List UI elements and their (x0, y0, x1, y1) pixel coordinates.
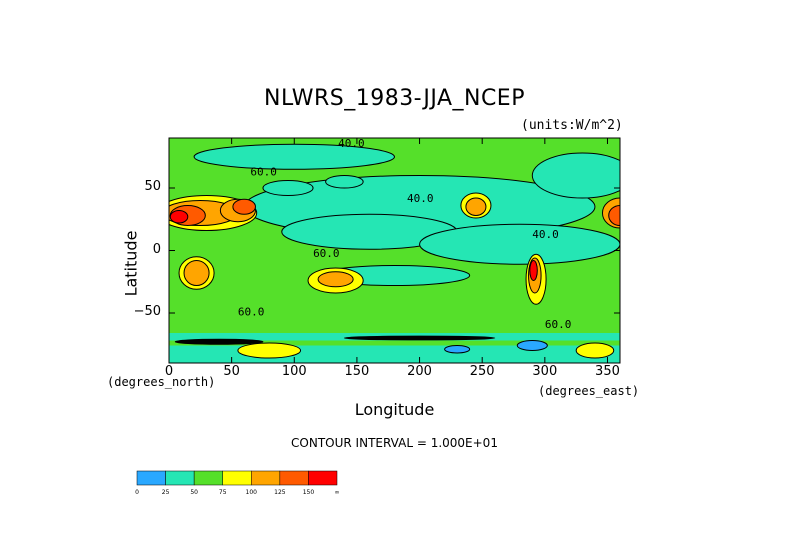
y-tick-label: 50 (144, 179, 161, 194)
colorbar-label: 25 (162, 489, 170, 496)
colorbar-swatch (251, 470, 281, 486)
sw-namerica-orange (465, 197, 487, 216)
units-label: (units:W/m^2) (521, 118, 623, 133)
cyan-band-equatorial-east (419, 223, 620, 265)
x-tick-label: 300 (532, 364, 558, 379)
contour-label: 60.0 (238, 306, 265, 319)
contour-label: 60.0 (250, 166, 276, 179)
colorbar-label: 50 (190, 489, 198, 496)
colorbar-label: 100 (246, 489, 258, 496)
cyan-band-arctic (193, 143, 395, 170)
cyan-band-north-atlantic (531, 152, 620, 199)
field-layer: 40.0 60.0 40.0 60.0 60.0 60.0 40.0 (169, 137, 620, 363)
antarctic-dense-contours-1 (174, 338, 264, 345)
colorbar-label: 150 (303, 489, 315, 496)
contour-label: 60.0 (545, 318, 572, 331)
antarctic-blue-2 (444, 345, 471, 354)
safrica-orange (183, 260, 210, 286)
y-tick-label: −50 (133, 304, 161, 319)
antarctic-dense-contours-2 (343, 335, 496, 341)
colorbar-swatch (193, 470, 223, 486)
colorbar-swatch (279, 470, 309, 486)
y-units-label: (degrees_east) (538, 384, 640, 398)
sahara-red (169, 210, 189, 224)
australia-orange (317, 271, 354, 288)
x-tick-label: 250 (469, 364, 495, 379)
antarctic-yellow-1 (237, 342, 302, 359)
colorbar-label: ∞ (335, 489, 340, 496)
colorbar-label: 125 (274, 489, 286, 496)
x-tick-label: 350 (595, 364, 620, 379)
contour-label: 60.0 (313, 247, 340, 260)
chart-title: NLWRS_1983-JJA_NCEP (264, 86, 525, 111)
contour-label: 40.0 (532, 228, 559, 241)
colorbar-label: 75 (219, 489, 227, 496)
x-units-label: (degrees_north) (107, 375, 216, 389)
siberia-cyan (262, 180, 314, 196)
colorbar-swatch (136, 470, 166, 486)
x-tick-label: 50 (223, 364, 240, 379)
colorbar-label: 0 (135, 489, 139, 496)
x-axis-label: Longitude (354, 400, 435, 419)
colorbar-swatch (222, 470, 252, 486)
x-tick-label: 100 (281, 364, 307, 379)
colorbar-swatch (308, 470, 338, 486)
contour-interval-note: CONTOUR INTERVAL = 1.000E+01 (291, 436, 498, 450)
y-axis-label: Latitude (121, 230, 141, 297)
x-tick-label: 0 (164, 364, 174, 379)
antarctic-yellow-2 (575, 342, 615, 359)
contour-label: 40.0 (338, 137, 365, 150)
kamchatka-cyan (325, 175, 364, 189)
x-tick-label: 200 (407, 364, 432, 379)
andes-red (529, 260, 538, 281)
contour-label: 40.0 (407, 192, 434, 205)
y-tick-label: 0 (152, 241, 161, 257)
x-tick-label: 150 (344, 364, 370, 379)
antarctic-blue-1 (516, 340, 548, 351)
cyan-strip-antarctic (169, 345, 620, 363)
colorbar-swatch (165, 470, 195, 486)
arabia-darkorange (232, 198, 256, 215)
